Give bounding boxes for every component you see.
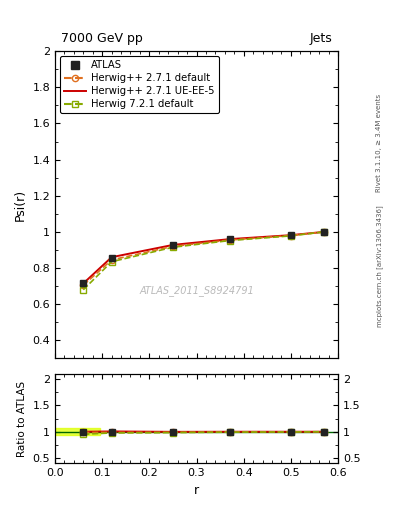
Text: ATLAS_2011_S8924791: ATLAS_2011_S8924791 <box>139 285 254 296</box>
Legend: ATLAS, Herwig++ 2.7.1 default, Herwig++ 2.7.1 UE-EE-5, Herwig 7.2.1 default: ATLAS, Herwig++ 2.7.1 default, Herwig++ … <box>60 56 219 113</box>
Text: Jets: Jets <box>310 32 332 45</box>
X-axis label: r: r <box>194 484 199 497</box>
Text: 7000 GeV pp: 7000 GeV pp <box>61 32 142 45</box>
Y-axis label: Ratio to ATLAS: Ratio to ATLAS <box>17 380 27 457</box>
Text: Rivet 3.1.10, ≥ 3.4M events: Rivet 3.1.10, ≥ 3.4M events <box>376 94 382 193</box>
Text: mcplots.cern.ch [arXiv:1306.3436]: mcplots.cern.ch [arXiv:1306.3436] <box>376 205 383 327</box>
Y-axis label: Psi(r): Psi(r) <box>14 189 27 221</box>
Bar <box>55 428 100 435</box>
